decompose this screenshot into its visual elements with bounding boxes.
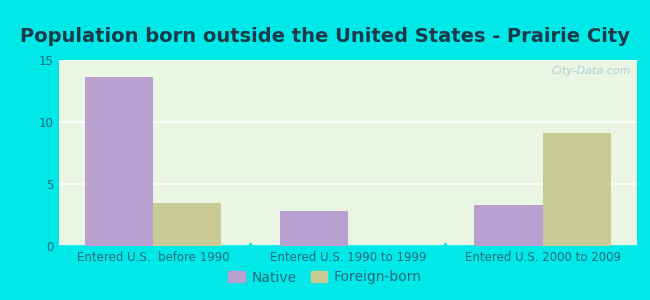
- Bar: [280, 211, 348, 246]
- Text: Population born outside the United States - Prairie City: Population born outside the United State…: [20, 27, 630, 46]
- Bar: [543, 133, 611, 246]
- Bar: [153, 202, 221, 246]
- Bar: [84, 77, 153, 246]
- Bar: [474, 205, 543, 246]
- Legend: Native, Foreign-born: Native, Foreign-born: [222, 265, 428, 290]
- Text: City-Data.com: City-Data.com: [552, 66, 631, 76]
